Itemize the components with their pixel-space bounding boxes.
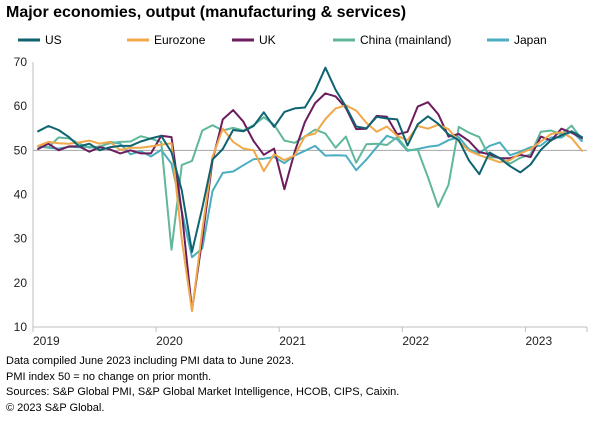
series-line-us [37,66,583,253]
series-group [37,66,583,313]
legend-item-japan: Japan [487,33,547,47]
y-tick-label: 30 [14,232,28,246]
x-tick-label: 2019 [33,334,60,348]
x-tick-label: 2022 [402,334,429,348]
legend-label: UK [259,33,276,47]
line-chart: US Eurozone UK China (mainland) Japan 10 20 30… [14,33,588,348]
legend-label: Japan [514,33,547,47]
series-line-japan [37,130,583,259]
series-line-eurozone [37,104,583,313]
x-tick-label: 2021 [279,334,306,348]
y-axis: 10 20 30 40 50 60 70 [14,55,34,334]
chart-footnotes: Data compiled June 2023 including PMI da… [6,354,399,416]
legend: US Eurozone UK China (mainland) Japan [18,33,547,47]
footnote-pmi-definition: PMI index 50 = no change on prior month. [6,370,212,383]
legend-label: Eurozone [154,33,206,47]
legend-item-china-mainland: China (mainland) [333,33,451,47]
chart-title: Major economies, output (manufacturing &… [6,4,407,21]
series-line-uk [37,92,583,312]
y-tick-label: 70 [14,55,28,69]
y-tick-label: 50 [14,143,28,157]
legend-item-eurozone: Eurozone [127,33,206,47]
legend-label: China (mainland) [360,33,451,47]
y-tick-label: 10 [14,320,28,334]
x-tick-label: 2020 [156,334,183,348]
x-axis: 2019 2020 2021 2022 2023 [32,326,588,348]
x-tick-label: 2023 [525,334,552,348]
footnote-sources: Sources: S&P Global PMI, S&P Global Mark… [6,386,400,399]
y-tick-label: 60 [14,99,28,113]
legend-item-uk: UK [232,33,276,47]
y-tick-label: 20 [14,276,28,290]
y-tick-label: 40 [14,188,28,202]
footnote-data-compiled: Data compiled June 2023 including PMI da… [6,355,295,367]
series-line-china-mainland [37,116,583,251]
footnote-copyright: © 2023 S&P Global. [6,401,105,414]
legend-label: US [45,33,62,47]
legend-item-us: US [18,33,62,47]
